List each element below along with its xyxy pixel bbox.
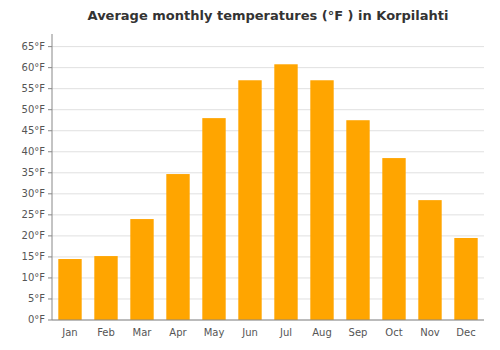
- bar: [382, 158, 405, 320]
- bar: [58, 259, 81, 320]
- y-tick: [48, 109, 52, 110]
- x-tick-label: Nov: [420, 327, 440, 338]
- grid-line: [52, 46, 484, 47]
- y-tick-label: 50°F: [22, 104, 46, 115]
- x-tick-label: Feb: [97, 327, 115, 338]
- y-tick-label: 60°F: [22, 62, 46, 73]
- x-tick-label: Jun: [241, 327, 258, 338]
- x-axis-line: [52, 320, 484, 321]
- y-tick: [48, 151, 52, 152]
- x-tick-label: Jan: [61, 327, 77, 338]
- bar: [202, 118, 225, 320]
- bar: [130, 219, 153, 320]
- x-tick-label: Oct: [385, 327, 402, 338]
- y-tick: [48, 130, 52, 131]
- y-tick: [48, 214, 52, 215]
- chart: Average monthly temperatures (°F ) in Ko…: [0, 0, 500, 350]
- grid: [52, 47, 484, 320]
- y-tick-label: 55°F: [22, 83, 46, 94]
- y-tick-label: 30°F: [22, 188, 46, 199]
- y-tick-label: 65°F: [22, 41, 46, 52]
- y-tick-label: 5°F: [28, 293, 45, 304]
- x-axis: Jan Feb Mar Apr May Jun Jul Aug Sep Oct Nov Dec: [52, 320, 484, 338]
- grid-line: [52, 88, 484, 89]
- y-tick-label: 20°F: [22, 230, 46, 241]
- y-tick-label: 15°F: [22, 251, 46, 262]
- x-tick-label: Aug: [312, 327, 332, 338]
- y-tick: [48, 67, 52, 68]
- bar: [418, 200, 441, 320]
- y-tick: [48, 320, 52, 321]
- y-tick-label: 40°F: [22, 146, 46, 157]
- y-tick: [48, 235, 52, 236]
- bars: [58, 64, 477, 320]
- bar: [238, 80, 261, 320]
- grid-line: [52, 67, 484, 68]
- y-tick-label: 25°F: [22, 209, 46, 220]
- y-axis: 0°F 5°F 10°F 15°F 20°F 25°F 30°F 35°F 40°F 45°F 50…: [22, 34, 52, 325]
- y-tick: [48, 277, 52, 278]
- y-tick: [48, 193, 52, 194]
- x-tick-label: Mar: [133, 327, 153, 338]
- bar: [166, 174, 189, 320]
- bar: [454, 238, 477, 320]
- x-tick-label: Sep: [349, 327, 368, 338]
- y-tick-label: 0°F: [28, 314, 45, 325]
- grid-line: [52, 151, 484, 152]
- title: Average monthly temperatures (°F ) in Ko…: [88, 8, 449, 23]
- x-tick-label: Apr: [169, 327, 187, 338]
- bar: [346, 120, 369, 320]
- grid-line: [52, 109, 484, 110]
- bar: [274, 64, 297, 320]
- x-tick-label: Dec: [456, 327, 475, 338]
- y-tick: [48, 46, 52, 47]
- bar: [94, 256, 117, 320]
- y-tick: [48, 298, 52, 299]
- y-axis-line: [52, 34, 53, 320]
- x-tick-label: Jul: [279, 327, 292, 338]
- y-tick-label: 35°F: [22, 167, 46, 178]
- y-tick: [48, 256, 52, 257]
- bar: [310, 80, 333, 320]
- y-tick-label: 45°F: [22, 125, 46, 136]
- grid-line: [52, 130, 484, 131]
- y-tick-label: 10°F: [22, 272, 46, 283]
- grid-line: [52, 320, 484, 321]
- grid-line: [52, 193, 484, 194]
- y-tick: [48, 172, 52, 173]
- y-tick: [48, 88, 52, 89]
- grid-line: [52, 172, 484, 173]
- x-tick-label: May: [204, 327, 225, 338]
